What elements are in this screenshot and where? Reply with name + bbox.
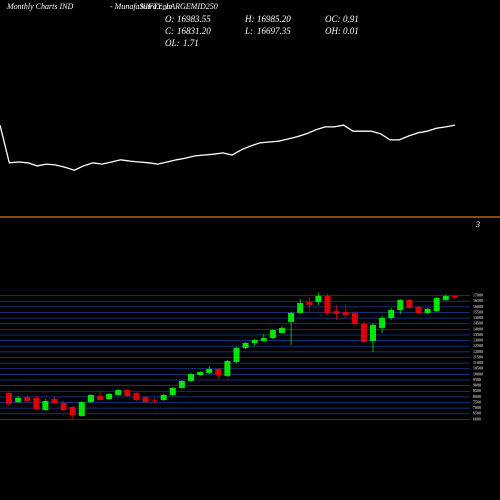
candle-body: [351, 312, 358, 324]
candle-body: [69, 407, 76, 415]
candle-body: [324, 295, 331, 313]
candle-body: [33, 398, 40, 410]
candle-body: [415, 306, 422, 313]
y-tick-label: 8500: [473, 388, 481, 393]
candle-body: [260, 338, 267, 341]
candle-body: [233, 348, 240, 362]
y-tick-label: 16000: [473, 304, 483, 309]
candle-body: [397, 300, 404, 311]
candle-body: [433, 297, 440, 312]
candle-body: [306, 302, 313, 305]
y-tick-label: 13500: [473, 332, 483, 337]
info-label: C:: [165, 26, 174, 36]
candle-body: [24, 396, 31, 402]
candle-body: [442, 295, 449, 301]
header-left: Monthly Charts IND: [6, 2, 73, 11]
info-value: 16697.35: [257, 26, 291, 36]
info-label: OL:: [165, 38, 180, 48]
info-value: 0.91: [343, 14, 359, 24]
y-tick-label: 9500: [473, 377, 481, 382]
info-label: L:: [244, 26, 253, 36]
candle-body: [379, 318, 386, 329]
y-tick-label: 6000: [473, 416, 481, 421]
candle-body: [106, 393, 113, 400]
candle-body: [206, 368, 213, 374]
candle-body: [342, 312, 349, 315]
y-tick-label: 13000: [473, 338, 483, 343]
y-tick-label: 7000: [473, 405, 481, 410]
y-tick-label: 11500: [473, 354, 483, 359]
candle-body: [87, 394, 94, 403]
y-tick-label: 8000: [473, 394, 481, 399]
candle-body: [42, 401, 49, 411]
candle-body: [370, 324, 376, 341]
candle-body: [115, 390, 122, 395]
candle-body: [279, 328, 285, 333]
info-value: 16985.20: [257, 14, 291, 24]
info-label: H:: [244, 14, 255, 24]
candle-body: [451, 295, 458, 298]
candle-body: [78, 402, 85, 416]
header-site: - MunafaSutra.com: [110, 2, 172, 11]
y-tick-label: 12500: [473, 343, 483, 348]
y-tick-label: 15000: [473, 315, 483, 320]
candle-body: [224, 360, 231, 376]
y-tick-label: 16500: [473, 298, 483, 303]
candle-body: [251, 339, 258, 343]
candle-body: [406, 300, 413, 308]
y-tick-label: 10000: [473, 371, 483, 376]
info-value: 1.71: [183, 38, 199, 48]
candle-body: [388, 310, 395, 319]
y-tick-label: 9000: [473, 383, 481, 388]
info-label: OC:: [325, 14, 341, 24]
candle-body: [51, 399, 58, 403]
candle-body: [215, 368, 222, 376]
y-tick-label: 6500: [473, 411, 481, 416]
info-label: OH:: [325, 26, 341, 36]
indicator-line: [0, 124, 456, 171]
reference-label: 3: [475, 220, 480, 229]
candle-body: [124, 390, 131, 396]
y-tick-label: 14000: [473, 326, 483, 331]
candle-body: [6, 393, 12, 404]
candle-body: [242, 342, 249, 349]
y-tick-label: 17000: [473, 293, 483, 298]
info-value: 16831.20: [177, 26, 211, 36]
candle-body: [297, 303, 304, 313]
candle-body: [178, 381, 185, 388]
candle-body: [424, 309, 431, 313]
info-value: 16983.55: [177, 14, 211, 24]
candle-body: [60, 402, 67, 411]
y-tick-label: 12000: [473, 349, 483, 354]
candle-body: [133, 393, 140, 401]
candle-body: [269, 330, 276, 339]
y-tick-label: 11000: [473, 360, 483, 365]
info-label: O:: [165, 14, 175, 24]
y-tick-label: 14500: [473, 321, 483, 326]
header-symbol: NIFTY_LARGEMID250: [139, 2, 218, 11]
candle-body: [333, 311, 340, 314]
candle-body: [169, 387, 176, 395]
candle-body: [160, 394, 167, 401]
candle-body: [315, 295, 322, 303]
candle-body: [151, 400, 158, 402]
candle-body: [188, 374, 194, 382]
candle-body: [288, 312, 295, 322]
candle-body: [360, 323, 367, 342]
y-tick-label: 15500: [473, 309, 483, 314]
candle-body: [142, 396, 149, 403]
y-tick-label: 7500: [473, 399, 481, 404]
candle-body: [97, 395, 103, 401]
candle-body: [197, 372, 204, 376]
y-tick-label: 10500: [473, 366, 483, 371]
info-value: 0.01: [343, 26, 359, 36]
candle-body: [15, 398, 22, 403]
